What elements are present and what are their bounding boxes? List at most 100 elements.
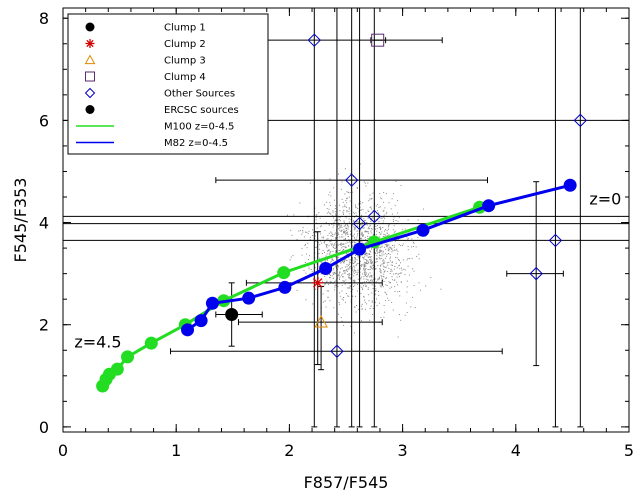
scatter-dot xyxy=(348,287,350,289)
scatter-dot xyxy=(367,241,368,243)
scatter-dot xyxy=(341,226,343,228)
scatter-dot xyxy=(354,280,356,282)
scatter-dot xyxy=(398,264,400,266)
scatter-dot xyxy=(344,231,346,233)
scatter-dot xyxy=(405,302,407,304)
scatter-dot xyxy=(358,221,359,223)
scatter-dot xyxy=(385,266,387,268)
data-marker xyxy=(307,33,322,47)
scatter-dot xyxy=(415,246,417,248)
scatter-dot xyxy=(423,208,424,210)
scatter-dot xyxy=(326,274,328,276)
scatter-dot xyxy=(369,228,371,230)
scatter-dot xyxy=(388,250,390,252)
scatter-dot xyxy=(379,258,381,260)
scatter-dot xyxy=(331,243,333,245)
scatter-dot xyxy=(318,277,319,279)
scatter-dot xyxy=(340,230,342,232)
scatter-dot xyxy=(332,250,334,252)
scatter-dot xyxy=(377,265,379,266)
scatter-dot xyxy=(380,217,382,219)
scatter-dot xyxy=(367,256,369,258)
scatter-dot xyxy=(343,259,345,261)
scatter-dot xyxy=(367,232,369,234)
scatter-dot xyxy=(385,213,387,215)
scatter-dot xyxy=(373,235,375,236)
legend-swatch xyxy=(84,87,96,99)
scatter-dot xyxy=(390,256,391,258)
scatter-dot xyxy=(371,228,373,229)
scatter-dot xyxy=(369,253,371,255)
scatter-dot xyxy=(327,250,329,252)
scatter-dot xyxy=(369,276,371,278)
scatter-dot xyxy=(353,233,355,235)
scatter-dot xyxy=(394,273,396,275)
scatter-dot xyxy=(314,235,316,237)
data-marker xyxy=(573,113,588,128)
scatter-dot xyxy=(363,276,365,278)
scatter-dot xyxy=(321,280,323,282)
legend-label: Clump 3 xyxy=(164,56,206,67)
scatter-dot xyxy=(333,272,335,274)
scatter-dot xyxy=(358,203,360,205)
legend: Clump 1 Clump 2 Clump 3 Clump 4 Other Source… xyxy=(67,13,269,155)
scatter-dot xyxy=(322,237,324,239)
legend-label: M82 z=0-4.5 xyxy=(164,138,228,149)
scatter-dot xyxy=(384,262,385,264)
scatter-dot xyxy=(371,276,373,278)
scatter-dot xyxy=(344,225,346,227)
scatter-dot xyxy=(385,244,387,246)
scatter-dot xyxy=(369,198,371,200)
scatter-dot xyxy=(356,236,358,238)
annotations: z=0 z=4.5 xyxy=(74,190,621,352)
scatter-dot xyxy=(356,238,358,240)
scatter-dot xyxy=(345,224,346,226)
scatter-dot xyxy=(296,289,298,291)
scatter-dot xyxy=(338,224,340,226)
scatter-dot xyxy=(372,307,374,309)
scatter-dot xyxy=(345,253,347,255)
scatter-dot xyxy=(338,173,339,175)
scatter-dot xyxy=(344,260,346,262)
scatter-dot xyxy=(341,181,343,183)
scatter-dot xyxy=(343,262,345,264)
scatter-dot xyxy=(323,301,324,303)
scatter-dot xyxy=(370,274,372,276)
scatter-dot xyxy=(341,234,343,236)
scatter-dot xyxy=(357,273,359,275)
scatter-dot xyxy=(329,204,331,206)
scatter-dot xyxy=(316,269,318,271)
scatter-dot xyxy=(315,241,317,242)
scatter-dot xyxy=(354,262,356,264)
scatter-dot xyxy=(360,256,361,258)
scatter-dot xyxy=(365,262,367,264)
series-point xyxy=(278,280,292,294)
scatter-dot xyxy=(306,247,308,249)
scatter-dot xyxy=(367,260,369,262)
scatter-dot xyxy=(335,211,337,213)
scatter-dot xyxy=(325,222,327,223)
scatter-dot xyxy=(378,221,380,223)
scatter-dot xyxy=(324,230,326,231)
scatter-dot xyxy=(412,296,414,298)
scatter-dot xyxy=(349,263,350,265)
scatter-dot xyxy=(330,260,332,262)
scatter-dot xyxy=(362,256,363,258)
scatter-dot xyxy=(370,305,372,307)
scatter-dot xyxy=(365,239,367,241)
scatter-dot xyxy=(411,257,413,259)
scatter-dot xyxy=(352,280,354,282)
scatter-dot xyxy=(304,262,306,263)
scatter-dot xyxy=(386,232,388,234)
scatter-dot xyxy=(344,230,346,232)
scatter-dot xyxy=(430,277,432,279)
scatter-dot xyxy=(304,245,306,246)
scatter-dot xyxy=(339,279,340,280)
scatter-dot xyxy=(399,291,401,292)
scatter-dot xyxy=(343,280,345,282)
scatter-dot xyxy=(382,275,384,277)
scatter-dot xyxy=(387,249,389,251)
legend-label: Clump 2 xyxy=(164,39,206,50)
scatter-dot xyxy=(366,272,368,274)
scatter-dot xyxy=(334,199,335,201)
